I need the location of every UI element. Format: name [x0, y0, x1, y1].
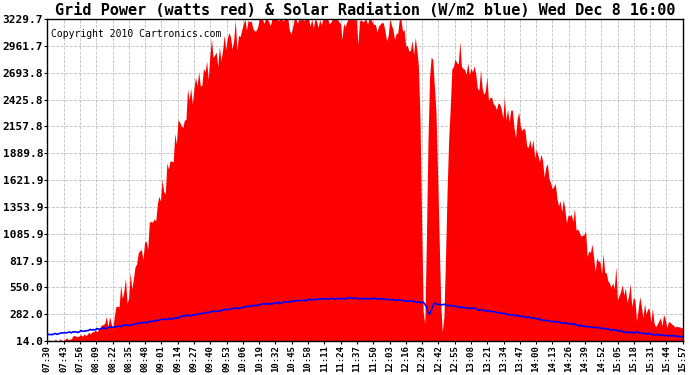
- Text: Copyright 2010 Cartronics.com: Copyright 2010 Cartronics.com: [50, 28, 221, 39]
- Title: Grid Power (watts red) & Solar Radiation (W/m2 blue) Wed Dec 8 16:00: Grid Power (watts red) & Solar Radiation…: [55, 3, 676, 18]
